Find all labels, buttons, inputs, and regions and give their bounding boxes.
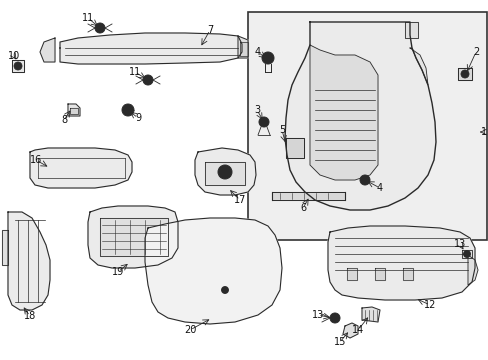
Circle shape — [262, 120, 265, 124]
Text: 10: 10 — [8, 51, 20, 61]
Polygon shape — [12, 60, 24, 72]
Polygon shape — [238, 36, 247, 58]
Text: 15: 15 — [333, 337, 346, 347]
Text: 11: 11 — [129, 67, 141, 77]
Polygon shape — [457, 68, 471, 80]
Circle shape — [221, 287, 228, 293]
Polygon shape — [40, 38, 55, 62]
Polygon shape — [100, 218, 168, 256]
Text: 7: 7 — [206, 25, 213, 35]
Circle shape — [14, 62, 22, 70]
Text: 14: 14 — [351, 325, 364, 335]
Text: 4: 4 — [376, 183, 382, 193]
Polygon shape — [409, 48, 427, 85]
Text: 20: 20 — [183, 325, 196, 335]
Polygon shape — [204, 162, 244, 185]
Polygon shape — [145, 218, 282, 324]
Polygon shape — [68, 104, 80, 116]
Text: 5: 5 — [278, 125, 285, 135]
Circle shape — [95, 23, 105, 33]
Polygon shape — [60, 33, 242, 64]
Polygon shape — [361, 307, 379, 322]
Text: 8: 8 — [61, 115, 67, 125]
Polygon shape — [2, 230, 8, 265]
Text: 12: 12 — [423, 300, 435, 310]
Polygon shape — [404, 22, 417, 38]
Polygon shape — [240, 42, 247, 56]
Text: 17: 17 — [233, 195, 245, 205]
Polygon shape — [195, 148, 256, 195]
Polygon shape — [342, 323, 357, 338]
Polygon shape — [402, 268, 412, 280]
Text: 19: 19 — [112, 267, 124, 277]
Polygon shape — [309, 45, 377, 180]
Polygon shape — [271, 192, 345, 200]
Polygon shape — [327, 226, 474, 300]
Circle shape — [463, 251, 469, 257]
Polygon shape — [285, 22, 435, 210]
Polygon shape — [346, 268, 356, 280]
Text: 18: 18 — [24, 311, 36, 321]
Polygon shape — [461, 250, 471, 258]
Text: 4: 4 — [254, 47, 261, 57]
Text: 13: 13 — [453, 239, 465, 249]
Circle shape — [329, 313, 339, 323]
Circle shape — [146, 78, 150, 82]
Text: 3: 3 — [253, 105, 260, 115]
Text: 9: 9 — [135, 113, 141, 123]
Polygon shape — [374, 268, 384, 280]
Circle shape — [262, 52, 273, 64]
Text: 1: 1 — [480, 127, 486, 137]
Polygon shape — [467, 255, 477, 285]
Text: 16: 16 — [30, 155, 42, 165]
Polygon shape — [8, 212, 50, 310]
Text: 11: 11 — [81, 13, 94, 23]
Polygon shape — [30, 148, 132, 188]
Circle shape — [17, 64, 20, 68]
Circle shape — [218, 165, 231, 179]
Text: 13: 13 — [311, 310, 324, 320]
Text: 6: 6 — [299, 203, 305, 213]
Polygon shape — [285, 138, 304, 158]
Circle shape — [259, 117, 268, 127]
Circle shape — [359, 175, 369, 185]
Circle shape — [222, 169, 227, 175]
Polygon shape — [88, 206, 178, 268]
Circle shape — [142, 75, 153, 85]
Circle shape — [332, 316, 336, 320]
Polygon shape — [70, 108, 78, 114]
Text: 2: 2 — [472, 47, 478, 57]
Circle shape — [125, 107, 131, 113]
Circle shape — [122, 104, 134, 116]
Circle shape — [362, 178, 366, 182]
Circle shape — [98, 26, 102, 30]
Bar — [247, 12, 486, 240]
Circle shape — [264, 55, 270, 61]
Circle shape — [460, 70, 468, 78]
